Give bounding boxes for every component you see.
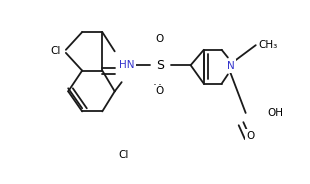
Text: O: O: [156, 86, 164, 96]
Text: O: O: [246, 131, 255, 141]
Text: Cl: Cl: [51, 46, 61, 56]
Text: Cl: Cl: [119, 150, 129, 160]
Text: OH: OH: [267, 108, 283, 118]
Text: CH₃: CH₃: [258, 40, 277, 50]
Text: HN: HN: [119, 60, 135, 70]
Text: N: N: [227, 61, 235, 71]
Text: S: S: [156, 59, 164, 72]
Text: O: O: [156, 34, 164, 44]
